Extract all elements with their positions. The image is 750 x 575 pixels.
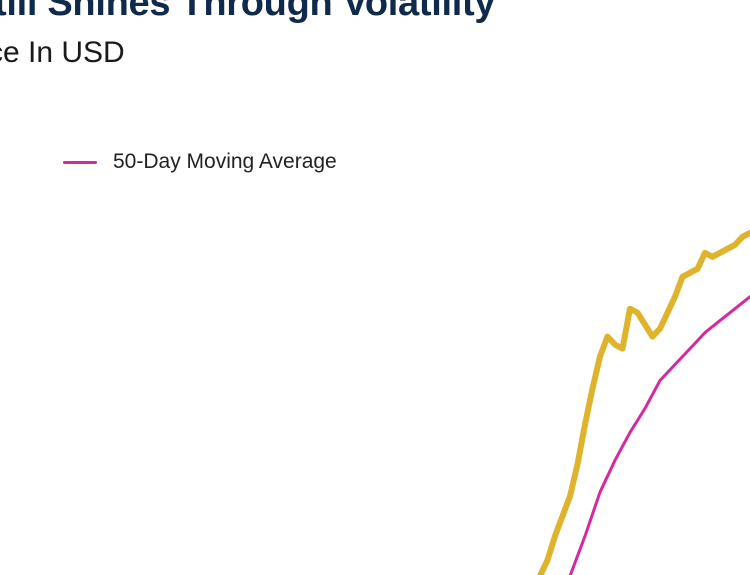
price-series-line <box>537 229 750 575</box>
chart-subtitle: ce In USD <box>0 36 125 69</box>
chart-title: till Shines Through Volatility <box>0 0 496 24</box>
legend-label-moving-average: 50-Day Moving Average <box>113 150 337 173</box>
legend-swatch-moving-average <box>63 160 97 164</box>
legend: 50-Day Moving Average <box>63 150 337 174</box>
moving-average-series-line <box>568 295 750 575</box>
series-layer <box>537 229 750 575</box>
